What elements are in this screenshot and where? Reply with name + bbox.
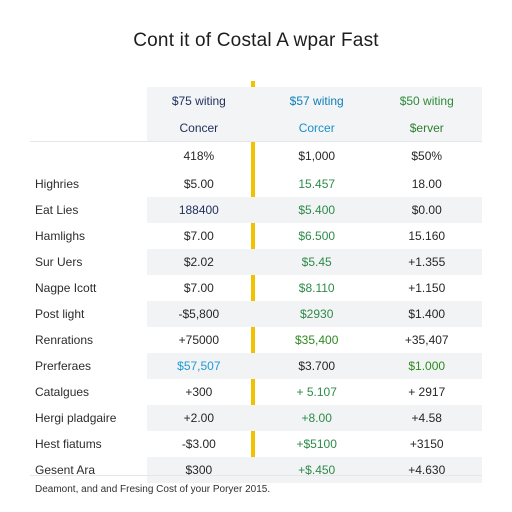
subheader-spacer [30,114,147,141]
table-cell: $8.110 [298,281,335,295]
table-cell: +35,407 [404,333,449,347]
row-label: Prerferaes [35,359,92,373]
table-row: Sur Uers $2.02 $5.45 +1.355 [30,249,482,275]
footnote: Deamont, and and Fresing Cost of your Po… [35,484,271,495]
divider [30,475,482,476]
table-row-top-values: 418% $1,000 $50% [30,141,482,171]
table-cell: $7.00 [183,229,214,243]
table-subheader-row: Concer Corcer $erver [30,114,482,141]
table-cell: + 2917 [408,385,446,399]
table-row: Highries $5.00 15.457 18.00 [30,171,482,197]
table-cell: +300 [185,385,213,399]
table-cell: $7.00 [183,281,214,295]
table-row: Catalgues +300 + 5.107 + 2917 [30,379,482,405]
row-label: Hest fiatums [35,437,102,451]
table-cell: +4.630 [371,457,482,483]
table-cell: + 5.107 [296,385,337,399]
table-row: Hamlighs $7.00 $6.500 15.160 [30,223,482,249]
divider [30,141,482,142]
column-subheader-2: Corcer [261,114,372,141]
table-cell: 188400 [147,197,251,223]
row-label: Catalgues [35,385,90,399]
table-cell: +1.150 [408,281,446,295]
table-cell: $1.400 [371,301,482,327]
table-row: Eat Lies 188400 $5.400 $0.00 [30,197,482,223]
table-cell: -$5,800 [147,301,251,327]
table-cell: $0.00 [371,197,482,223]
table-row: Prerferaes $57,507 $3.700 $1.000 [30,353,482,379]
table-cell: +4.58 [371,405,482,431]
row-label: Highries [35,177,80,191]
table-row: Post light -$5,800 $2930 $1.400 [30,301,482,327]
row-label: Sur Uers [35,255,83,269]
header-spacer [30,87,147,114]
table-cell: -$3.00 [181,437,216,451]
row-label: Nagpe Icott [35,281,97,295]
table-row: Renrations +75000 $35,400 +35,407 [30,327,482,353]
table-cell: $2.02 [147,249,251,275]
table-cell: +$5100 [296,437,337,451]
column-header-2[interactable]: $57 witing [261,87,372,114]
column-header-1[interactable]: $75 witing [147,87,251,114]
table-cell: 15.160 [408,229,446,243]
table-cell: $3.700 [261,353,372,379]
table-cell: $1,000 [298,149,336,163]
table-cell: $5.400 [261,197,372,223]
table-cell: $1.000 [371,353,482,379]
comparison-table: $75 witing $57 witing $50 witing Concer … [30,87,482,483]
page-title: Cont it of Costal A wpar Fast [133,30,379,51]
table-row: Hergi pladgaire +2.00 +8.00 +4.58 [30,405,482,431]
table-cell: $57,507 [147,353,251,379]
table-cell: $35,400 [295,333,339,347]
row-label: Hamlighs [35,229,86,243]
table-cell: $2930 [261,301,372,327]
table-cell: $6.500 [298,229,336,243]
table-cell: 418% [183,149,215,163]
table-cell: $5.00 [183,177,214,191]
table-row: Nagpe Icott $7.00 $8.110 +1.150 [30,275,482,301]
table-row: Hest fiatums -$3.00 +$5100 +3150 [30,431,482,457]
table-cell: $50% [411,149,443,163]
table-cell: $300 [147,457,251,483]
column-subheader-3: $erver [371,114,482,141]
row-label: Eat Lies [35,203,79,217]
table-cell: 15.457 [298,177,336,191]
column-divider-bar [251,81,255,475]
table-header-row: $75 witing $57 witing $50 witing [30,87,482,114]
column-header-3[interactable]: $50 witing [371,87,482,114]
column-subheader-1: Concer [147,114,251,141]
row-label: Gesent Ara [35,463,96,477]
table-cell: +1.355 [371,249,482,275]
row-label: Post light [35,307,85,321]
table-cell: +2.00 [147,405,251,431]
table-row: Gesent Ara $300 +$.450 +4.630 [30,457,482,483]
table-cell: 18.00 [411,177,442,191]
row-label: Hergi pladgaire [35,411,117,425]
table-cell: $5.45 [261,249,372,275]
row-label: Renrations [35,333,94,347]
table-cell: +3150 [409,437,444,451]
table-cell: +8.00 [261,405,372,431]
table-cell: +$.450 [261,457,372,483]
table-cell: +75000 [178,333,220,347]
